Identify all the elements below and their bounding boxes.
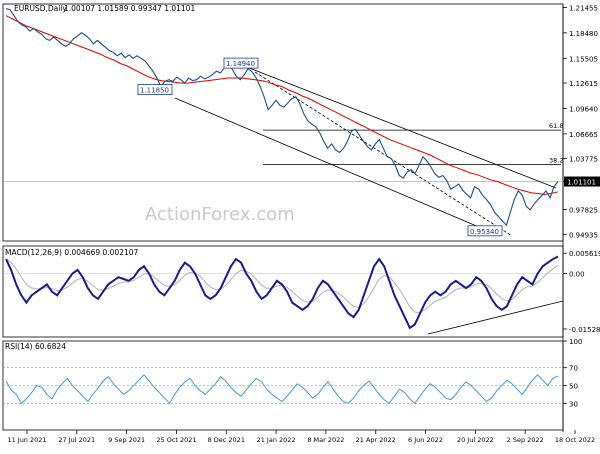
x-tick-label: 27 Jul 2021: [58, 436, 95, 444]
y-tick-label: 1.12615: [569, 80, 598, 88]
x-tick-label: 18 Oct 2022: [555, 436, 595, 444]
x-tick-label: 20 Jul 2022: [457, 436, 494, 444]
y-tick-label: 0.94935: [569, 231, 598, 239]
y-tick-label: 1.21455: [569, 4, 598, 12]
y-tick-label: 1.03775: [569, 156, 598, 164]
annotation-box: [467, 225, 503, 237]
watermark: ActionForex.com: [145, 204, 295, 225]
current-price-box: [564, 176, 600, 187]
moving-average-line: [5, 15, 559, 195]
x-tick-label: 8 Mar 2022: [307, 436, 344, 444]
y-tick-label: 30: [569, 400, 578, 408]
y-tick-label: 1.15505: [569, 55, 598, 63]
annotation-box: [223, 57, 259, 69]
x-tick-label: 6 Jun 2022: [408, 436, 443, 444]
y-tick-label: -0.015287: [569, 326, 600, 334]
annotation-box: [137, 84, 173, 95]
macd-trend-line: [427, 300, 564, 335]
fib-level-label: 61.8: [549, 122, 563, 130]
y-tick-label: 50: [569, 383, 578, 391]
price-line: [5, 8, 559, 227]
y-tick-label: 0.97825: [569, 207, 598, 215]
y-tick-label: 1.06665: [569, 131, 598, 139]
x-tick-label: 8 Dec 2021: [208, 436, 245, 444]
annotation-label: 0.95340: [470, 228, 499, 236]
x-tick-label: 11 Jun 2021: [7, 436, 46, 444]
fib-level-label: 38.2: [549, 157, 563, 165]
rsi-line: [5, 374, 559, 405]
macd-line: [5, 255, 559, 330]
macd-title: MACD(12,26,9) 0.004669 0.002107: [5, 248, 139, 257]
y-tick-label: 1.09640: [569, 105, 598, 113]
y-tick-label: 0.00: [569, 271, 585, 279]
y-tick-label: 100: [569, 338, 582, 346]
annotation-label: 1.11850: [140, 87, 169, 95]
y-tick-label: 1.18480: [569, 30, 598, 38]
current-price-label: 1.01101: [567, 179, 596, 187]
x-tick-label: 25 Oct 2021: [156, 436, 196, 444]
channel-upper-line: [233, 61, 557, 189]
ohlc-readout: 1.00107 1.01589 0.99347 1.01101: [64, 4, 195, 13]
x-tick-label: 21 Jan 2022: [257, 436, 296, 444]
x-tick-label: 9 Sep 2021: [108, 436, 145, 444]
y-tick-label: 0.005619: [569, 250, 600, 258]
rsi-title: RSI(14) 60.6824: [5, 342, 66, 351]
main-chart-title: EURUSD,Daily: [14, 4, 67, 13]
channel-lower-line: [174, 97, 501, 237]
x-tick-label: 2 Sep 2022: [507, 436, 544, 444]
annotation-label: 1.14940: [226, 60, 255, 68]
y-tick-label: 70: [569, 365, 578, 373]
pane-frame: [2, 245, 564, 338]
x-tick-label: 21 Apr 2022: [356, 436, 396, 444]
